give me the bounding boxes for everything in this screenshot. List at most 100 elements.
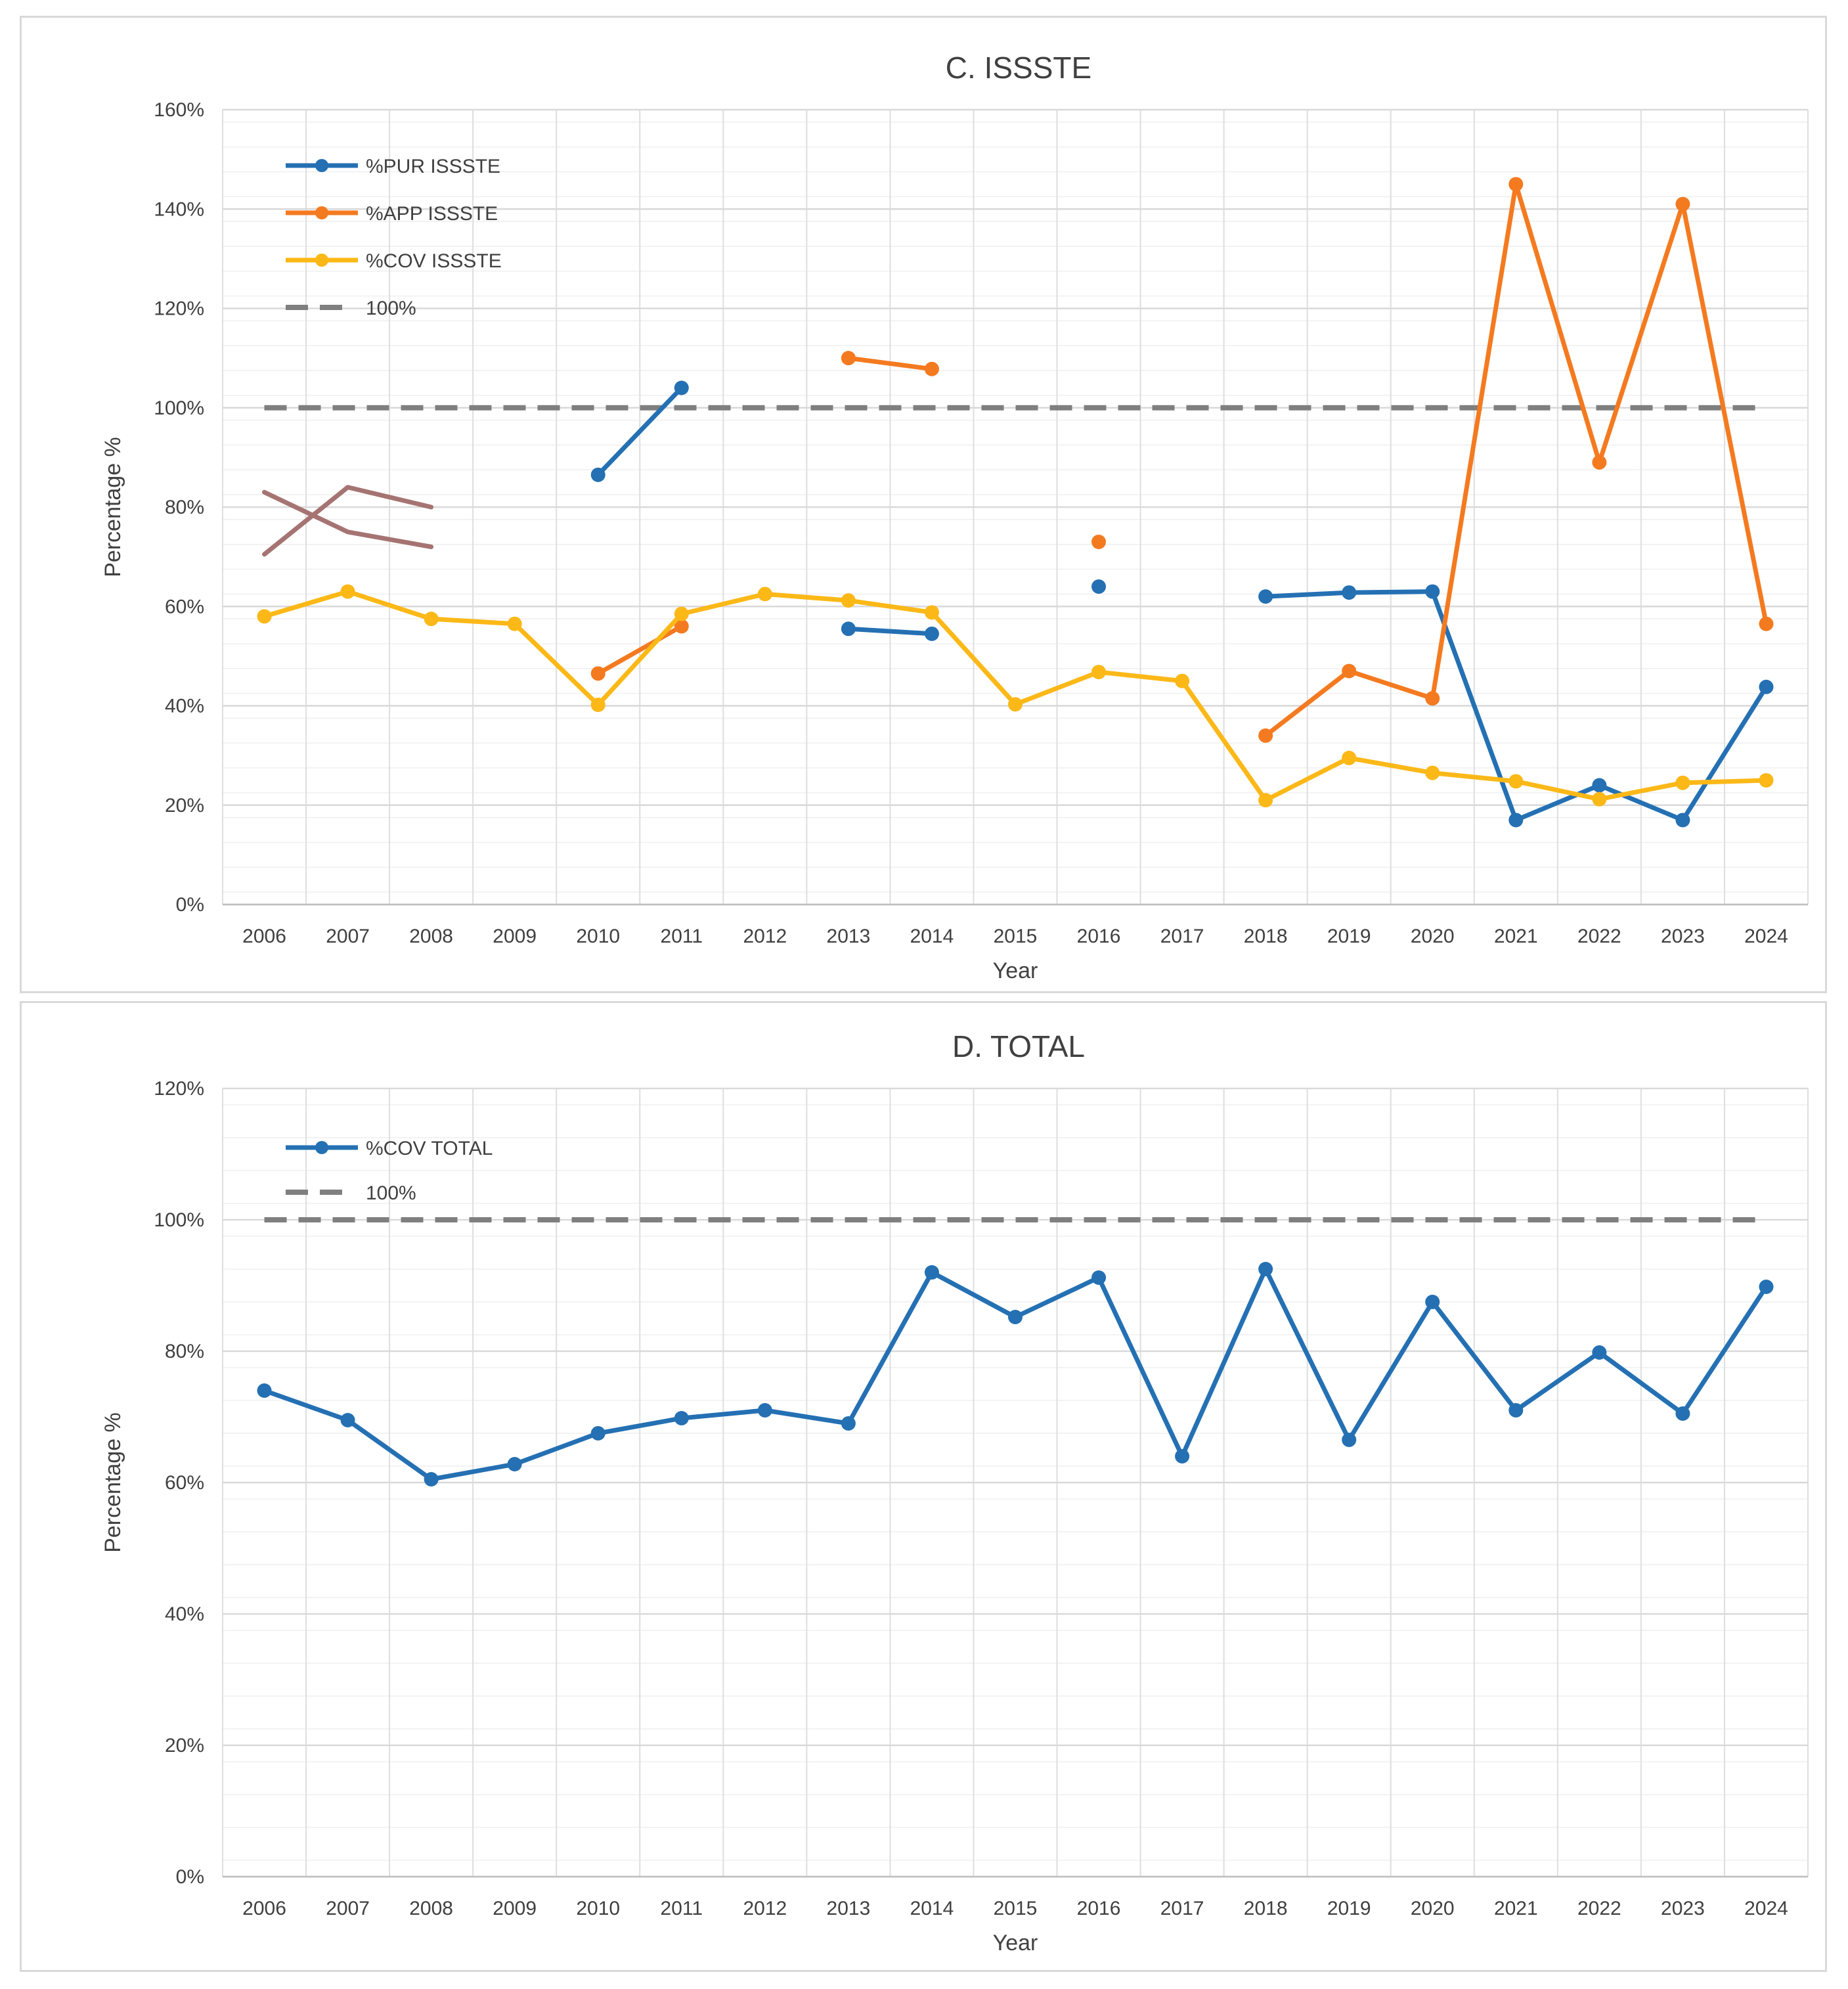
data-point <box>1342 750 1357 765</box>
series-0 <box>590 380 1774 828</box>
data-point <box>1508 813 1524 828</box>
data-point <box>1008 1310 1023 1324</box>
x-tick-label: 2007 <box>326 1898 370 1919</box>
data-point <box>1425 765 1440 780</box>
x-tick-label: 2016 <box>1077 926 1121 947</box>
y-tick-label: 100% <box>154 1209 204 1231</box>
legend-label: %COV TOTAL <box>366 1138 493 1159</box>
data-point <box>507 616 522 631</box>
y-tick-label: 60% <box>165 596 204 617</box>
legend: %COV TOTAL 100% <box>286 1138 493 1204</box>
data-point <box>841 621 856 637</box>
minor-gridlines <box>223 122 1808 893</box>
unlabeled-series <box>262 489 434 549</box>
data-point <box>757 1403 772 1418</box>
series-line <box>846 626 935 637</box>
series-line <box>262 589 1769 803</box>
data-point <box>674 606 689 621</box>
y-tick-label: 20% <box>165 1735 204 1756</box>
data-point <box>1008 697 1023 712</box>
data-point <box>1592 792 1607 807</box>
data-point <box>424 1472 439 1486</box>
x-tick-label: 2019 <box>1327 1898 1371 1919</box>
x-tick-label: 2019 <box>1327 926 1371 947</box>
series-line <box>262 1266 1769 1482</box>
x-tick-label: 2012 <box>743 926 787 947</box>
data-point <box>674 380 689 395</box>
data-point <box>1675 1406 1690 1421</box>
y-tick-label: 20% <box>165 795 204 816</box>
x-tick-label: 2024 <box>1744 926 1788 947</box>
legend: %PUR ISSSTE %APP ISSSTE %COV ISSSTE 100% <box>286 156 502 319</box>
data-point <box>1091 579 1107 594</box>
chart-panel-total: D. TOTAL 0% 20% 40% 60% 80% 100% 120% 2006 2007 20… <box>20 1001 1827 1972</box>
data-point <box>1425 1295 1440 1309</box>
x-tick-label: 2014 <box>910 1898 954 1919</box>
data-point <box>340 584 355 599</box>
data-point <box>1258 589 1273 604</box>
data-point <box>1592 455 1607 470</box>
x-tick-label: 2024 <box>1744 1898 1788 1919</box>
series-1 <box>590 177 1774 743</box>
data-point <box>1675 813 1690 828</box>
data-point <box>1508 774 1524 789</box>
legend-label: %PUR ISSSTE <box>366 156 500 177</box>
data-point <box>1091 534 1107 549</box>
data-point <box>1342 585 1357 600</box>
data-point <box>590 666 605 681</box>
series-line <box>596 386 684 478</box>
y-tick-label: 80% <box>165 1341 204 1362</box>
data-point <box>841 351 856 366</box>
series-line <box>1263 181 1769 738</box>
x-tick-label: 2021 <box>1494 926 1538 947</box>
x-tick-label: 2022 <box>1577 1898 1621 1919</box>
x-tick-label: 2015 <box>994 1898 1038 1919</box>
data-point <box>257 609 272 624</box>
data-point <box>590 697 605 712</box>
x-tick-label: 2011 <box>661 1898 703 1919</box>
chart-panel-issste: C. ISSSTE 0% 20% 40% 60% 80% 100% 120% 140% 160% 2… <box>20 16 1827 993</box>
data-point <box>1759 679 1774 694</box>
data-point <box>674 619 689 634</box>
x-tick-label: 2023 <box>1661 1898 1705 1919</box>
y-tick-label: 40% <box>165 696 204 717</box>
y-axis-title: Percentage % <box>100 437 125 577</box>
x-tick-label: 2012 <box>743 1898 787 1919</box>
legend-marker <box>315 159 328 172</box>
y-tick-label: 40% <box>165 1603 204 1625</box>
series-line <box>262 485 434 557</box>
data-point <box>1258 1262 1273 1276</box>
y-tick-label: 80% <box>165 497 204 518</box>
data-point <box>1258 728 1273 743</box>
data-point <box>1675 775 1690 790</box>
y-tick-label: 120% <box>154 1078 204 1100</box>
x-tick-label: 2008 <box>409 926 453 947</box>
x-tick-label: 2013 <box>827 1898 871 1919</box>
minor-gridlines <box>223 1104 1808 1861</box>
y-tick-label: 120% <box>154 298 204 320</box>
x-tick-label: 2010 <box>576 1898 620 1919</box>
data-point <box>1508 1403 1524 1418</box>
y-tick-label: 140% <box>154 198 204 220</box>
data-point <box>1425 584 1440 599</box>
series-0 <box>257 1262 1774 1486</box>
data-point <box>590 467 605 482</box>
data-point <box>924 605 939 620</box>
unlabeled-series <box>262 485 434 557</box>
major-gridlines <box>223 108 1808 906</box>
data-point <box>1342 1433 1357 1447</box>
chart-issste: C. ISSSTE 0% 20% 40% 60% 80% 100% 120% 140% 160% 2… <box>100 51 1809 983</box>
data-point <box>924 361 939 376</box>
x-tick-label: 2009 <box>493 1898 537 1919</box>
x-tick-label: 2017 <box>1160 926 1204 947</box>
x-tick-label: 2021 <box>1494 1898 1538 1919</box>
data-point <box>841 1416 856 1431</box>
data-point <box>1592 778 1607 793</box>
data-point <box>1759 616 1774 631</box>
major-gridlines <box>223 1087 1808 1878</box>
data-point <box>1091 1270 1107 1285</box>
data-point <box>507 1457 522 1471</box>
chart-title: D. TOTAL <box>952 1029 1085 1063</box>
chart-total: D. TOTAL 0% 20% 40% 60% 80% 100% 120% 2006 2007 20… <box>100 1029 1809 1955</box>
data-point <box>924 1265 939 1280</box>
